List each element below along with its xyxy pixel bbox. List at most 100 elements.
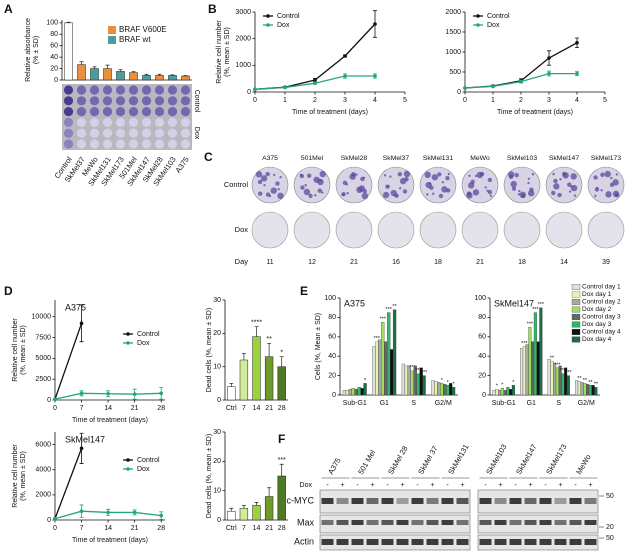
cell-line-label: MeWo	[574, 453, 593, 476]
colony	[518, 189, 521, 193]
bar	[345, 389, 349, 396]
treatment-label: Dox	[300, 482, 313, 489]
x-tick-label: 1	[491, 97, 495, 104]
y-tick-label: 40	[328, 353, 336, 360]
treatment: -	[484, 482, 487, 489]
significance: **	[594, 382, 599, 388]
chart-title: A375	[65, 302, 86, 312]
error-bar	[267, 487, 272, 497]
plate-well	[63, 96, 74, 106]
bar	[536, 341, 540, 396]
cell-line-label: 501 Mel	[356, 448, 377, 476]
colony	[272, 173, 276, 177]
x-tick-label: 21	[265, 405, 273, 412]
colony	[265, 192, 271, 197]
x-tick-label: 28	[278, 405, 286, 412]
y-tick-label: 2000	[445, 9, 461, 16]
plate-well	[115, 85, 126, 95]
point	[313, 81, 317, 85]
series-line	[54, 448, 83, 519]
legend-label: Control	[277, 13, 300, 20]
legend-swatch	[571, 321, 581, 328]
colony	[570, 184, 578, 192]
chart-title: SkMel147	[65, 434, 105, 444]
plate-well	[128, 128, 139, 138]
x-tick-label: Sub-G1	[343, 400, 367, 407]
cell-line-label: SkMel173	[544, 443, 568, 476]
plate-well	[102, 139, 113, 149]
bar	[434, 381, 438, 396]
colony	[484, 186, 487, 189]
colony	[487, 189, 493, 195]
y-tick-label: 0	[332, 392, 336, 399]
plate-well	[141, 107, 152, 117]
plate-well	[89, 96, 100, 106]
point	[575, 71, 579, 76]
x-tick-label: 0	[53, 525, 57, 532]
colony	[361, 192, 369, 200]
band	[321, 539, 334, 545]
y-axis-label: Relative cell number	[12, 444, 19, 508]
plate	[461, 211, 499, 249]
plate	[293, 211, 331, 249]
y-axis-label: (%, mean ± SD)	[20, 325, 27, 375]
legend-label: Dox day 4	[582, 336, 612, 343]
cell-line-label: SkMel103	[484, 443, 508, 476]
bar	[431, 380, 435, 396]
plate-well	[115, 96, 126, 106]
band	[479, 520, 492, 525]
plate	[545, 211, 583, 249]
treatment: +	[340, 482, 344, 489]
band	[539, 539, 552, 545]
band	[336, 498, 349, 504]
y-axis-label: Relative absorbance	[25, 18, 32, 82]
plate-well	[128, 96, 139, 106]
significance: *	[447, 380, 450, 386]
cell-line-label: SkMel 37	[416, 444, 439, 476]
plate-well	[63, 85, 74, 95]
colony	[270, 187, 277, 194]
cell-line-label: MeWo	[470, 155, 490, 162]
colony	[382, 191, 390, 199]
band	[494, 498, 507, 504]
y-tick-label: 60	[50, 43, 58, 50]
error-bar	[241, 504, 246, 509]
x-tick-label: 14	[104, 405, 112, 412]
bar	[103, 68, 112, 81]
day-value: 14	[560, 259, 568, 266]
bar	[227, 510, 236, 521]
band	[569, 520, 582, 525]
y-tick-label: 5000	[35, 355, 51, 362]
band	[584, 520, 597, 525]
band	[554, 539, 567, 545]
colony	[403, 170, 411, 178]
band	[426, 520, 439, 525]
significance: *	[280, 350, 283, 357]
legend-swatch	[126, 467, 130, 471]
point	[313, 78, 317, 82]
treatment: +	[370, 482, 374, 489]
bar	[575, 380, 579, 396]
treatment: -	[574, 482, 577, 489]
significance: ***	[415, 368, 422, 374]
band	[509, 520, 522, 525]
colony	[610, 176, 613, 180]
day-value: 11	[266, 259, 273, 266]
significance: *	[364, 378, 367, 384]
colony	[468, 174, 471, 177]
colony	[257, 179, 263, 185]
plate	[503, 211, 541, 249]
significance: ***	[278, 457, 286, 464]
blot	[319, 514, 471, 534]
cell-line-label: SkMel147	[549, 155, 579, 162]
plate-well	[89, 85, 100, 95]
treatment: +	[528, 482, 532, 489]
significance: *	[496, 384, 499, 390]
y-tick-label: 20	[213, 330, 221, 337]
bar	[422, 375, 426, 396]
legend-swatch	[266, 23, 270, 27]
bar	[181, 75, 190, 81]
band	[381, 498, 394, 504]
colony	[383, 174, 387, 177]
